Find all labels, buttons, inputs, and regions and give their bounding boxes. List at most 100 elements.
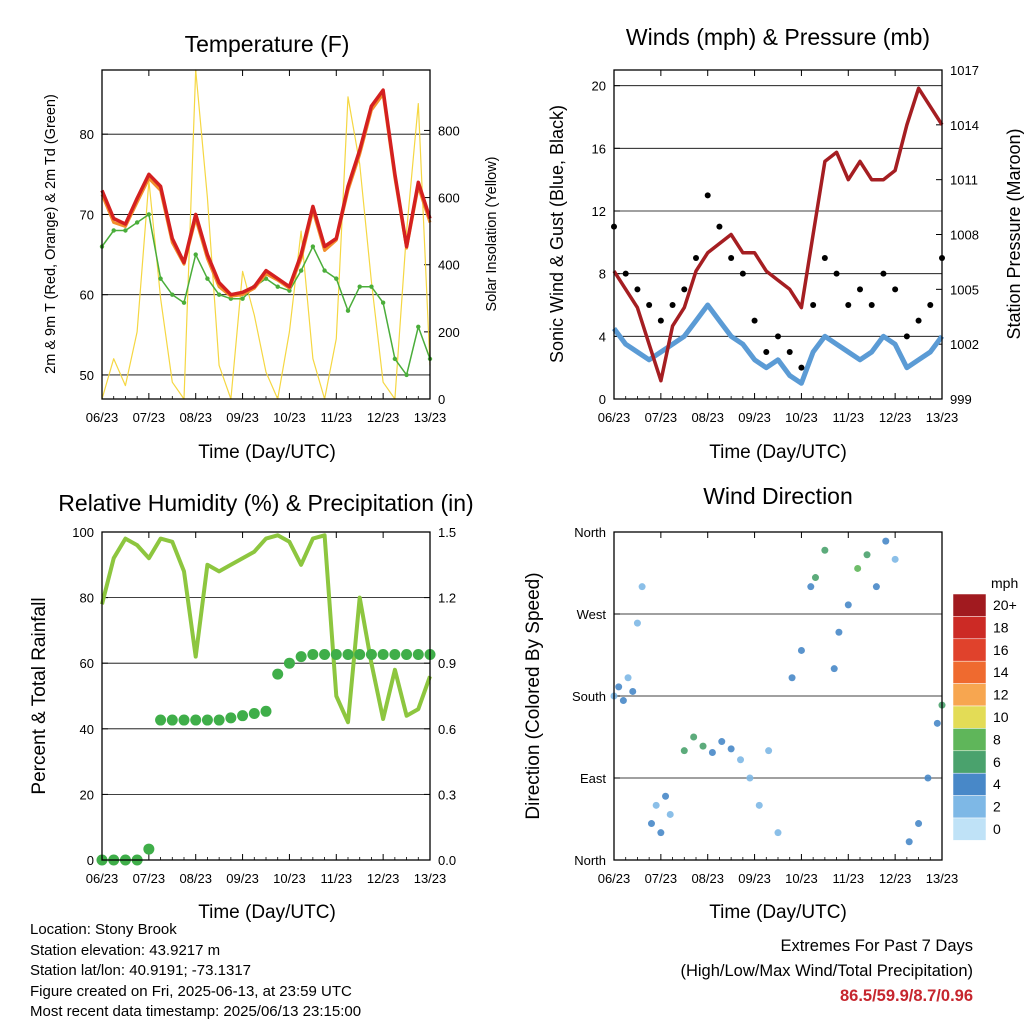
y-tick-label: 40 — [80, 722, 94, 737]
x-tick-label: 11/23 — [320, 410, 352, 425]
x-tick-label: 10/23 — [785, 410, 818, 425]
humidity-panel: Relative Humidity (%) & Precipitation (i… — [29, 490, 474, 923]
precipitation-point — [377, 648, 389, 660]
x-tick-label: 12/23 — [879, 871, 912, 886]
y-tick-label: 70 — [80, 207, 94, 222]
y-tick-label: 12 — [592, 204, 606, 219]
extremes-block: Extremes For Past 7 Days (High/Low/Max W… — [680, 934, 973, 1009]
recent-data-timestamp: Most recent data timestamp: 2025/06/13 2… — [30, 1003, 362, 1020]
legend-swatch — [952, 728, 987, 752]
y-tick-label: East — [580, 771, 606, 786]
x-tick-label: 12/23 — [879, 410, 912, 425]
solar-insolation-line — [101, 69, 431, 400]
y-tick-label: 80 — [80, 127, 94, 142]
dewpoint-point — [287, 288, 292, 293]
y-tick-label: 60 — [80, 288, 94, 303]
x-tick-label: 08/23 — [179, 871, 212, 886]
legend-swatch — [952, 750, 987, 774]
x-tick-label: 11/23 — [832, 410, 864, 425]
y-tick-label: 16 — [592, 141, 606, 156]
speed-legend: mph 20+ 18 16 14 12 10 8 6 4 2 0 — [952, 575, 1018, 841]
x-tick-label: 06/23 — [86, 410, 119, 425]
wind-direction-point — [690, 733, 698, 741]
x-tick-label: 09/23 — [226, 410, 259, 425]
wind-direction-point — [872, 583, 880, 591]
x-tick-label: 06/23 — [598, 871, 631, 886]
x-tick-label: 07/23 — [133, 410, 166, 425]
precipitation-point — [272, 668, 284, 680]
wind-direction-panel: Wind Direction NorthEastSouthWestNorth06… — [523, 483, 1018, 923]
gust-point — [845, 302, 852, 308]
wind-direction-title: Wind Direction — [703, 483, 853, 509]
y2-tick-label: 1008 — [950, 228, 979, 243]
dewpoint-point — [404, 372, 409, 378]
wind-direction-point — [797, 646, 805, 654]
wind-direction-point — [807, 583, 815, 591]
x-tick-label: 07/23 — [133, 871, 166, 886]
precipitation-point — [307, 648, 319, 660]
precipitation-point — [365, 648, 377, 660]
dewpoint-point — [158, 276, 163, 281]
gust-point — [763, 349, 770, 355]
solar-ylabel: Solar Insolation (Yellow) — [484, 156, 500, 311]
wind-direction-point — [788, 674, 796, 682]
wind-direction-point — [619, 697, 627, 705]
dewpoint-point — [416, 324, 421, 329]
x-tick-label: 13/23 — [414, 410, 447, 425]
wind-direction-point — [680, 747, 688, 755]
precipitation-point — [412, 648, 424, 660]
winds-xlabel: Time (Day/UTC) — [709, 442, 847, 463]
y-tick-label: 0 — [599, 392, 606, 407]
x-tick-label: 08/23 — [691, 871, 724, 886]
gust-point — [704, 192, 711, 199]
wind-direction-point — [629, 687, 637, 695]
winds-panel: Winds (mph) & Pressure (mb) 0 4 8 12 16 20 999… — [547, 24, 1024, 463]
temperature-xlabel: Time (Day/UTC) — [198, 442, 336, 463]
y2-tick-label: 0.0 — [438, 853, 456, 868]
y-tick-label: North — [574, 853, 606, 868]
precipitation-point — [213, 714, 225, 726]
y2-tick-label: 1.2 — [438, 591, 456, 606]
dewpoint-point — [334, 276, 339, 281]
dewpoint-point — [146, 212, 152, 217]
gust-point — [798, 364, 805, 371]
wind-direction-point — [699, 742, 707, 750]
gust-point — [821, 255, 828, 261]
extremes-values: 86.5/59.9/8.7/0.96 — [839, 987, 973, 1005]
gust-point — [775, 333, 781, 340]
pressure-line — [612, 86, 944, 383]
y2-tick-label: 1014 — [950, 118, 979, 133]
legend-swatch — [952, 705, 987, 729]
gust-point — [681, 286, 688, 293]
precipitation-point — [319, 648, 331, 660]
pressure-ylabel: Station Pressure (Maroon) — [1004, 128, 1024, 339]
y2-tick-label: 1.5 — [438, 525, 456, 540]
dewpoint-point — [345, 308, 351, 313]
dewpoint-point — [193, 252, 198, 257]
gust-point — [751, 317, 758, 324]
legend-swatch — [952, 795, 987, 819]
winds-plot-frame — [613, 69, 943, 400]
precipitation-point — [248, 707, 260, 719]
legend-swatch — [952, 616, 987, 640]
dewpoint-point — [205, 276, 210, 281]
gust-point — [646, 302, 653, 308]
precipitation-point — [401, 648, 413, 660]
x-tick-label: 13/23 — [926, 871, 959, 886]
precipitation-point — [166, 714, 178, 726]
wind-direction-point — [662, 792, 670, 800]
dewpoint-point — [392, 356, 398, 362]
legend-swatch — [952, 660, 987, 684]
y-tick-label: 20 — [592, 79, 606, 94]
precipitation-point — [283, 657, 295, 669]
legend-label: 18 — [993, 619, 1009, 635]
precipitation-point — [143, 843, 155, 855]
x-tick-label: 09/23 — [738, 871, 771, 886]
legend-label: 12 — [993, 687, 1009, 703]
wind-direction-point — [835, 628, 843, 636]
dewpoint-point — [310, 244, 316, 249]
dewpoint-point — [123, 228, 128, 233]
x-tick-label: 09/23 — [226, 871, 259, 886]
dewpoint-point — [216, 292, 222, 297]
